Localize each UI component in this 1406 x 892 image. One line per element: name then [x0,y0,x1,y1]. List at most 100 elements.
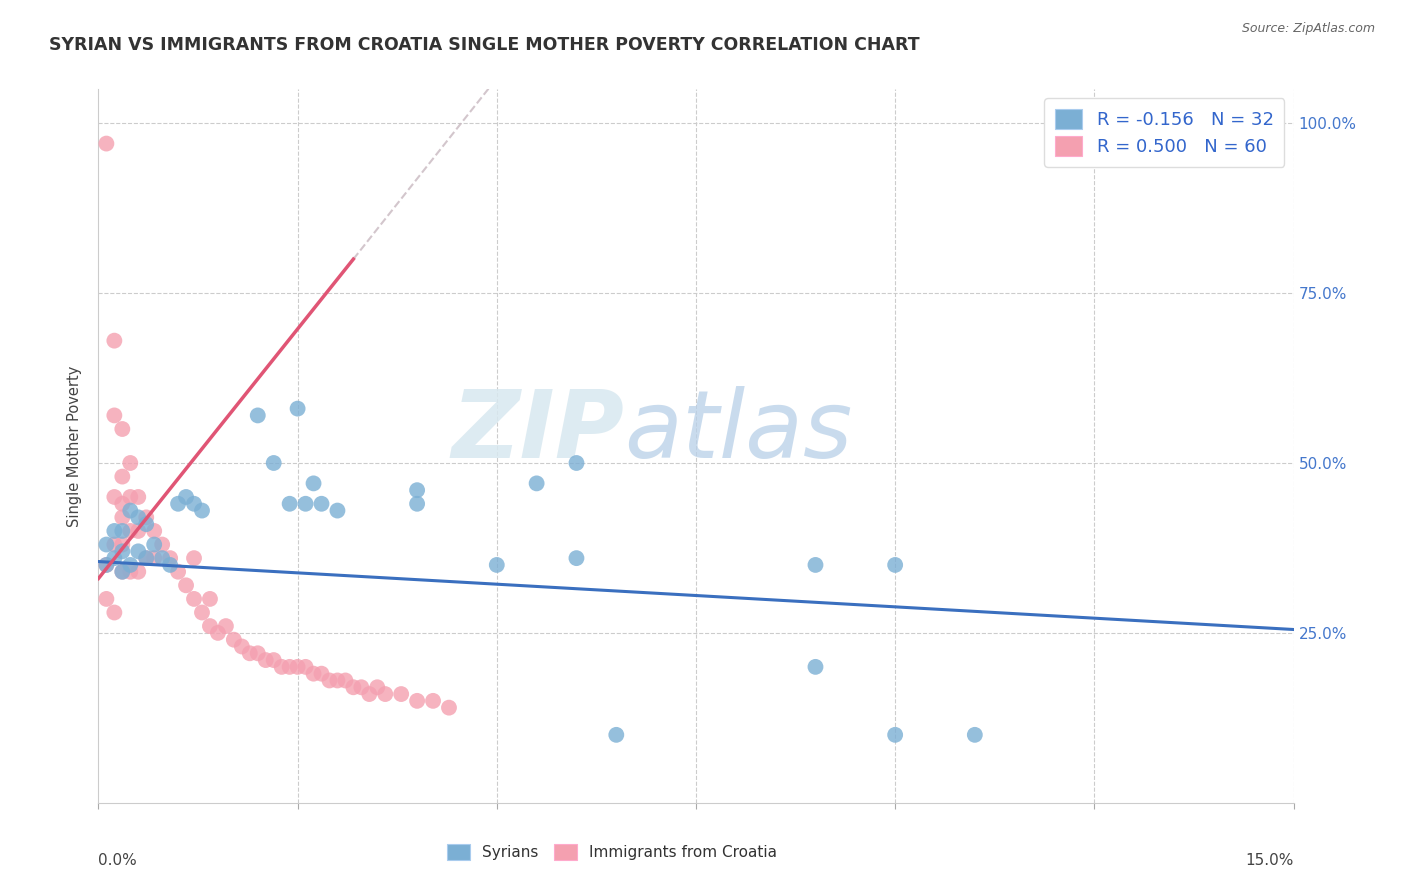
Point [174,578,197,592]
Point [96,591,118,606]
Point [302,476,325,491]
Point [191,606,214,620]
Point [278,660,301,674]
Point [183,551,205,566]
Point [96,537,118,551]
Point [174,490,197,504]
Point [605,728,627,742]
Point [103,524,125,538]
Point [127,565,149,579]
Point [278,497,301,511]
Point [485,558,508,572]
Point [111,565,134,579]
Point [183,591,205,606]
Point [884,558,907,572]
Point [183,497,205,511]
Point [222,632,245,647]
Point [111,544,134,558]
Point [406,483,429,498]
Point [111,469,134,483]
Point [127,490,149,504]
Text: Source: ZipAtlas.com: Source: ZipAtlas.com [1241,22,1375,36]
Point [335,673,357,688]
Point [342,680,364,694]
Point [120,490,142,504]
Point [287,401,309,416]
Point [389,687,412,701]
Point [231,640,253,654]
Point [111,565,134,579]
Point [167,497,190,511]
Point [804,660,827,674]
Point [350,680,373,694]
Point [263,653,285,667]
Point [246,409,269,423]
Point [366,680,388,694]
Point [884,728,907,742]
Point [302,666,325,681]
Point [239,646,262,660]
Point [215,619,238,633]
Point [127,544,149,558]
Point [246,646,269,660]
Text: ZIP: ZIP [451,385,624,478]
Point [318,673,340,688]
Point [804,558,827,572]
Point [135,551,157,566]
Point [263,456,285,470]
Point [437,700,460,714]
Point [311,666,333,681]
Point [127,510,149,524]
Point [120,524,142,538]
Point [294,660,316,674]
Point [103,551,125,566]
Point [159,558,181,572]
Point [406,694,429,708]
Point [326,503,349,517]
Point [135,517,157,532]
Point [103,334,125,348]
Point [143,551,166,566]
Point [127,524,149,538]
Point [159,551,181,566]
Point [111,537,134,551]
Point [294,497,316,511]
Point [270,660,292,674]
Point [103,409,125,423]
Point [143,537,166,551]
Text: atlas: atlas [624,386,852,477]
Point [111,524,134,538]
Point [207,626,229,640]
Point [526,476,548,491]
Point [963,728,986,742]
Point [96,558,118,572]
Point [111,510,134,524]
Point [103,490,125,504]
Text: 0.0%: 0.0% [98,853,138,868]
Point [120,456,142,470]
Point [198,591,221,606]
Point [198,619,221,633]
Point [103,537,125,551]
Point [565,456,588,470]
Point [374,687,396,701]
Point [103,606,125,620]
Text: SYRIAN VS IMMIGRANTS FROM CROATIA SINGLE MOTHER POVERTY CORRELATION CHART: SYRIAN VS IMMIGRANTS FROM CROATIA SINGLE… [49,36,920,54]
Point [191,503,214,517]
Point [120,503,142,517]
Point [135,551,157,566]
Y-axis label: Single Mother Poverty: Single Mother Poverty [67,366,83,526]
Point [120,558,142,572]
Point [96,558,118,572]
Text: 15.0%: 15.0% [1246,853,1294,868]
Legend: Syrians, Immigrants from Croatia: Syrians, Immigrants from Croatia [441,838,783,866]
Point [96,136,118,151]
Point [565,551,588,566]
Point [135,510,157,524]
Point [150,551,173,566]
Point [254,653,277,667]
Point [111,497,134,511]
Point [111,422,134,436]
Point [422,694,444,708]
Point [143,524,166,538]
